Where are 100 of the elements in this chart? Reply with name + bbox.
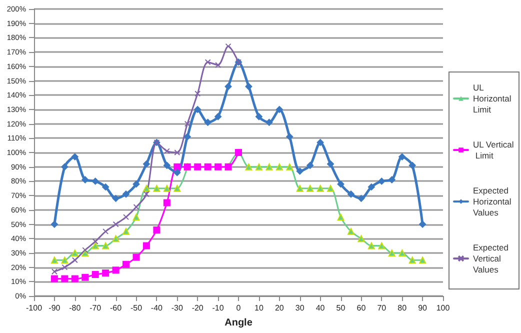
point	[174, 184, 181, 192]
x-tick-label: 60	[356, 304, 366, 312]
point	[337, 180, 344, 188]
point	[102, 228, 109, 234]
point	[82, 249, 89, 256]
point	[378, 178, 386, 185]
point	[174, 169, 181, 176]
legend-label: UL Vertical Limit	[473, 140, 514, 160]
point	[102, 270, 110, 277]
point	[296, 184, 304, 192]
point	[112, 194, 120, 202]
point	[163, 162, 170, 169]
point	[398, 249, 406, 256]
point	[378, 242, 386, 250]
point	[61, 275, 68, 282]
x-axis-title: Angle	[224, 318, 253, 328]
point	[388, 249, 396, 256]
point	[184, 120, 190, 127]
x-tick-label: -20	[192, 304, 204, 312]
point	[142, 160, 150, 168]
point	[102, 242, 110, 250]
point	[245, 82, 252, 90]
point	[296, 168, 304, 175]
x-tick-label: 0	[236, 304, 242, 312]
point	[163, 199, 170, 206]
point	[224, 82, 232, 90]
point	[327, 160, 334, 168]
point	[225, 43, 232, 50]
x-tick-label: -70	[90, 304, 102, 312]
x-tick-label: 80	[398, 304, 408, 312]
point	[214, 113, 222, 120]
point	[316, 138, 324, 146]
legend-label: Expected Vertical Values	[473, 242, 511, 274]
point	[306, 162, 314, 169]
point	[132, 214, 140, 221]
point	[204, 59, 211, 66]
point	[358, 235, 365, 242]
point	[286, 133, 294, 140]
point	[51, 268, 58, 275]
point	[62, 264, 68, 270]
point	[327, 184, 334, 192]
point	[82, 247, 88, 254]
point	[132, 180, 140, 188]
point	[204, 163, 212, 170]
x-tick-label: 50	[336, 304, 346, 312]
point	[337, 214, 344, 221]
x-tick-label: 20	[274, 304, 284, 312]
point	[266, 163, 273, 170]
x-tick-label: 40	[316, 304, 326, 312]
point	[61, 163, 68, 170]
point	[347, 228, 354, 235]
x-tick-label: 100	[436, 304, 450, 312]
point	[122, 228, 130, 235]
point	[71, 249, 78, 256]
point	[276, 163, 283, 170]
point	[174, 150, 180, 156]
point	[368, 242, 375, 250]
x-tick-label: -50	[130, 304, 143, 312]
point	[82, 274, 89, 281]
point	[194, 90, 201, 97]
point	[142, 242, 150, 250]
point	[164, 148, 170, 154]
point	[143, 191, 150, 198]
point	[123, 214, 130, 220]
x-tick-label: 70	[377, 304, 387, 312]
point	[316, 184, 324, 192]
point	[306, 184, 314, 192]
point	[112, 221, 119, 228]
point	[368, 183, 375, 190]
x-tick-label: -80	[69, 304, 82, 312]
point	[286, 163, 294, 170]
point	[122, 260, 130, 268]
point	[214, 163, 222, 170]
x-tick-label: -10	[212, 304, 224, 312]
x-tick-label: 90	[418, 304, 428, 312]
point	[194, 163, 202, 170]
legend-label: Expected Horizontal Values	[473, 186, 514, 218]
point	[245, 163, 252, 170]
point	[255, 163, 262, 170]
point	[72, 257, 78, 264]
point	[358, 194, 365, 202]
point	[92, 242, 99, 250]
point	[112, 235, 120, 242]
point	[408, 256, 416, 264]
point	[153, 226, 160, 234]
point	[184, 133, 191, 140]
point	[174, 163, 181, 170]
point	[61, 256, 68, 264]
point	[71, 275, 78, 282]
point	[132, 254, 140, 261]
point	[163, 184, 170, 192]
point	[388, 176, 396, 184]
point	[71, 153, 78, 160]
point	[266, 118, 273, 126]
x-tick-label: -40	[150, 304, 164, 312]
point	[276, 106, 283, 113]
point	[255, 113, 262, 120]
point	[398, 153, 406, 160]
point	[50, 256, 58, 264]
point	[215, 62, 222, 68]
